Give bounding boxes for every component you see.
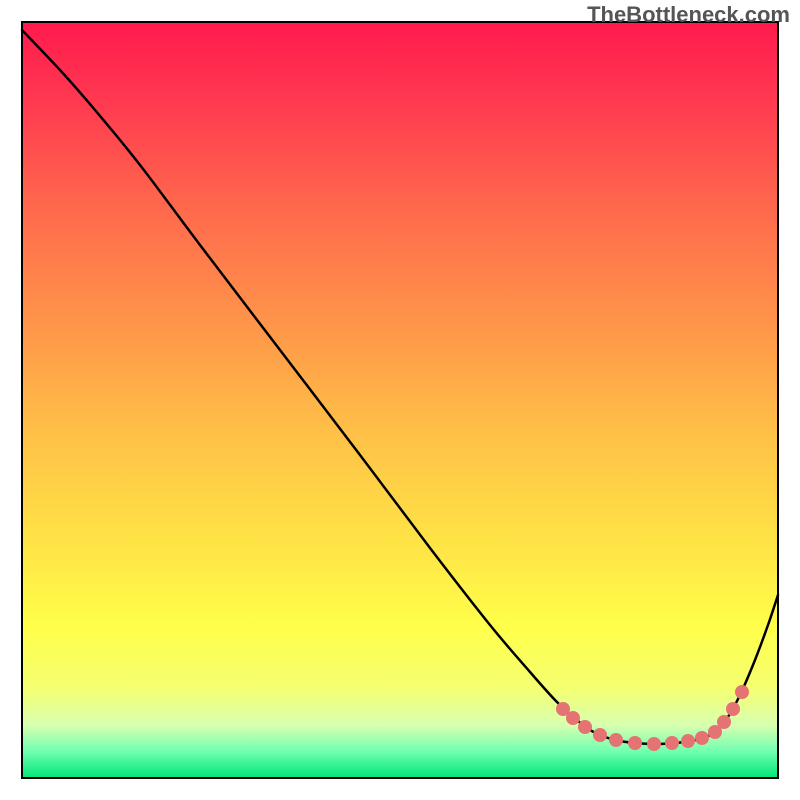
watermark-text: TheBottleneck.com xyxy=(587,2,790,28)
curve-marker xyxy=(717,715,731,729)
curve-marker xyxy=(628,736,642,750)
curve-marker xyxy=(578,720,592,734)
curve-marker xyxy=(735,685,749,699)
curve-marker xyxy=(681,734,695,748)
curve-marker xyxy=(609,733,623,747)
curve-marker xyxy=(593,728,607,742)
curve-marker xyxy=(566,711,580,725)
bottleneck-curve-chart xyxy=(0,0,800,800)
chart-container: TheBottleneck.com xyxy=(0,0,800,800)
curve-marker xyxy=(695,731,709,745)
curve-marker xyxy=(665,736,679,750)
gradient-background xyxy=(22,22,778,778)
curve-marker xyxy=(726,702,740,716)
curve-marker xyxy=(647,737,661,751)
